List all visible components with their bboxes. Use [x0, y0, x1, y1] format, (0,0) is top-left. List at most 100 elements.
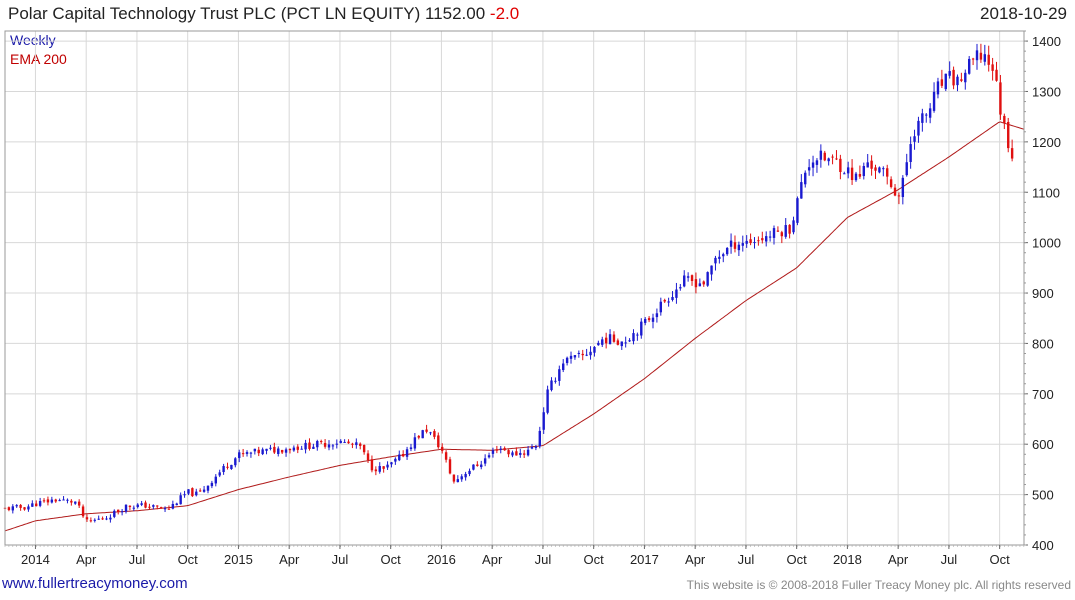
- y-tick-label: 1400: [1032, 34, 1061, 49]
- candle-up: [390, 461, 393, 468]
- candle-down: [858, 165, 862, 179]
- candle-down: [831, 154, 834, 165]
- candle-down: [257, 446, 260, 457]
- candle-up: [11, 504, 15, 514]
- candle-body: [198, 490, 202, 492]
- candle-body: [823, 152, 826, 161]
- candle-up: [120, 509, 124, 516]
- candle-up: [725, 246, 729, 256]
- candle-body: [128, 505, 132, 507]
- candle-up: [878, 166, 881, 174]
- x-tick-label: Oct: [584, 552, 605, 567]
- candle-up: [519, 448, 522, 458]
- candle-down: [971, 57, 975, 66]
- candle-body: [70, 500, 73, 503]
- candle-up: [722, 252, 725, 263]
- candle-body: [464, 473, 467, 478]
- y-tick-label: 600: [1032, 437, 1054, 452]
- candle-body: [932, 91, 936, 111]
- y-tick-label: 1200: [1032, 135, 1061, 150]
- y-tick-label: 1000: [1032, 236, 1061, 251]
- candle-up: [50, 496, 54, 504]
- candle-up: [706, 271, 709, 287]
- candle-down: [850, 159, 854, 185]
- candle-up: [109, 514, 112, 523]
- candle-up: [554, 377, 557, 384]
- candle-up: [152, 504, 155, 510]
- candle-down: [604, 332, 608, 349]
- candle-up: [124, 504, 128, 514]
- candle-body: [19, 504, 22, 508]
- candle-body: [784, 225, 787, 237]
- candle-body: [971, 58, 975, 60]
- candle-body: [444, 452, 448, 460]
- axes: 400 500 600 700 800 900 1000 1100 1200 1300 1400 20…: [4, 30, 1061, 567]
- candle-body: [97, 518, 100, 520]
- copyright-text: This website is © 2008-2018 Fuller Treac…: [686, 578, 1071, 592]
- candle-body: [241, 453, 245, 455]
- candle-body: [608, 334, 612, 345]
- x-tick-label: Oct: [381, 552, 402, 567]
- candle-down: [495, 445, 499, 454]
- candle-body: [280, 449, 284, 453]
- candle-up: [932, 82, 936, 113]
- candle-up: [671, 291, 674, 302]
- candle-up: [15, 504, 18, 508]
- candle-down: [749, 233, 752, 246]
- candle-down: [1010, 139, 1014, 162]
- candle-up: [343, 439, 346, 443]
- candle-up: [163, 506, 167, 513]
- candle-body: [81, 506, 85, 517]
- candle-body: [706, 272, 709, 286]
- candle-body: [804, 172, 807, 185]
- candle-body: [874, 167, 877, 171]
- candle-body: [597, 342, 600, 346]
- candle-body: [807, 167, 811, 171]
- candle-body: [507, 450, 510, 455]
- candle-body: [897, 195, 901, 197]
- candle-down: [515, 447, 518, 456]
- candle-up: [745, 235, 748, 248]
- candle-body: [175, 503, 178, 506]
- candle-body: [995, 69, 998, 81]
- candle-body: [491, 450, 495, 454]
- candle-body: [159, 507, 163, 509]
- candle-up: [238, 449, 241, 463]
- candle-body: [913, 136, 916, 142]
- site-link[interactable]: www.fullertreacymoney.com: [2, 575, 188, 592]
- candle-body: [952, 69, 955, 86]
- candle-down: [46, 496, 50, 506]
- candle-body: [749, 239, 752, 244]
- candle-body: [948, 71, 951, 76]
- candle-body: [273, 446, 276, 453]
- candle-down: [35, 500, 38, 507]
- candle-up: [483, 454, 487, 467]
- candle-up: [62, 496, 65, 501]
- candle-body: [476, 464, 479, 466]
- candle-body: [889, 179, 893, 188]
- candle-up: [643, 317, 647, 326]
- candle-body: [401, 454, 405, 457]
- candle-body: [671, 297, 674, 300]
- candle-body: [171, 503, 175, 509]
- candle-up: [593, 346, 596, 357]
- candle-body: [581, 353, 584, 356]
- candle-up: [171, 500, 175, 510]
- candle-up: [956, 74, 959, 92]
- candle-up: [964, 69, 967, 90]
- candle-body: [815, 160, 819, 165]
- candle-up: [210, 480, 214, 489]
- candle-body: [296, 446, 299, 450]
- candle-down: [19, 504, 22, 511]
- candle-body: [245, 452, 249, 454]
- candle-body: [827, 158, 830, 162]
- candle-body: [780, 232, 784, 237]
- candle-up: [409, 443, 413, 452]
- y-tick-label: 1300: [1032, 84, 1061, 99]
- candle-body: [327, 444, 331, 448]
- candle-down: [226, 462, 229, 470]
- title-text: Polar Capital Technology Trust PLC (PCT …: [8, 4, 486, 23]
- candle-down: [433, 429, 436, 440]
- candle-body: [77, 501, 81, 506]
- candle-up: [468, 468, 471, 477]
